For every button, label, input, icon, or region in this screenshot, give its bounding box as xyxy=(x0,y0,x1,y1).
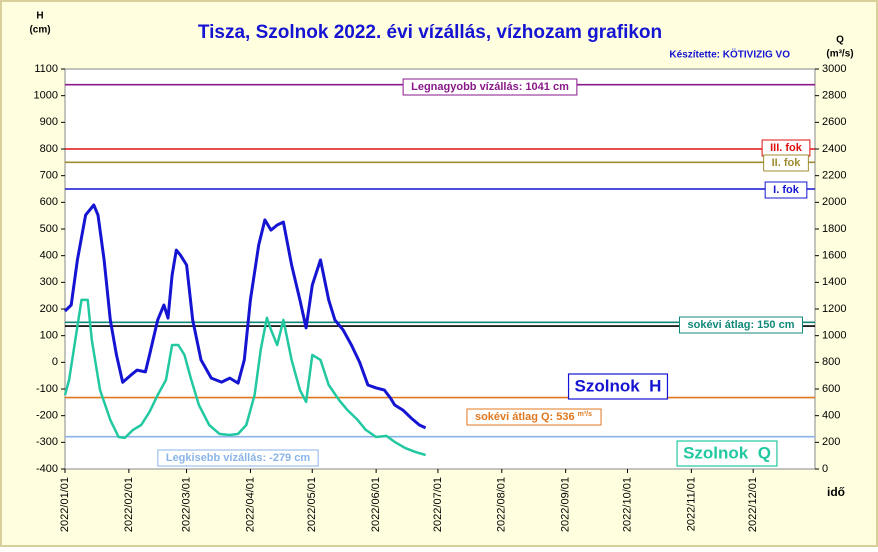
y2-tick-label: 0 xyxy=(822,463,828,475)
x-tick-label: 2022/10/01 xyxy=(621,477,633,532)
y-tick-label: 200 xyxy=(40,303,58,315)
y-tick-label: 1000 xyxy=(34,90,58,102)
x-tick-label: 2022/12/01 xyxy=(747,477,759,532)
label-box xyxy=(402,78,578,96)
x-tick-label: 2022/04/01 xyxy=(244,477,256,532)
y2-tick-label: 1000 xyxy=(822,330,846,342)
y2-tick-label: 1400 xyxy=(822,276,846,288)
reference-label: sokévi átlag Q: 536 m³/s xyxy=(466,408,602,426)
reference-label-text: sokévi átlag Q: 536 xyxy=(475,411,575,423)
label-box xyxy=(764,181,808,199)
y2-tick-label: 400 xyxy=(822,410,840,422)
x-tick-label: 2022/09/01 xyxy=(560,477,572,532)
subtitle: Készítette: KÖTIVIZIG VO xyxy=(669,48,790,61)
x-tick-label: 2022/03/01 xyxy=(180,477,192,532)
x-tick-label: 2022/06/01 xyxy=(370,477,382,532)
y2-tick-label: 2800 xyxy=(822,90,846,102)
y2-tick-label: 3000 xyxy=(822,63,846,75)
reference-label: I. fok xyxy=(764,181,808,199)
y-tick-label: -300 xyxy=(36,436,58,448)
label-box xyxy=(678,316,804,334)
y-tick-label: 100 xyxy=(40,330,58,342)
y-tick-label: 400 xyxy=(40,250,58,262)
x-axis-label: idő xyxy=(827,485,845,499)
plot-area xyxy=(64,68,816,470)
label-box xyxy=(763,154,809,172)
reference-label: II. fok xyxy=(763,154,809,172)
y-tick-label: 500 xyxy=(40,223,58,235)
label-box xyxy=(157,449,319,467)
reference-label-unit: m³/s xyxy=(578,411,593,418)
reference-label-text: II. fok xyxy=(772,157,802,169)
reference-label: sokévi átlag: 150 cm xyxy=(678,316,804,334)
x-tick-label: 2022/02/01 xyxy=(123,477,135,532)
y2-axis-label: (m³/s) xyxy=(826,49,853,60)
x-tick-label: 2022/01/01 xyxy=(59,477,71,532)
label-box xyxy=(466,408,602,426)
y2-tick-label: 1800 xyxy=(822,223,846,235)
y2-tick-label: 2200 xyxy=(822,170,846,182)
reference-label-text: Legkisebb vízállás: -279 cm xyxy=(166,452,311,464)
y2-tick-label: 1200 xyxy=(822,303,846,315)
x-tick-label: 2022/11/01 xyxy=(685,477,697,531)
y-axis-label: H xyxy=(36,11,43,22)
x-tick-label: 2022/05/01 xyxy=(306,477,318,532)
y-tick-label: 800 xyxy=(40,143,58,155)
x-tick-label: 2022/08/01 xyxy=(496,477,508,532)
y2-axis-label: Q xyxy=(836,35,844,46)
reference-label: III. fok xyxy=(761,139,811,157)
y-tick-label: -400 xyxy=(36,463,58,475)
y2-tick-label: 200 xyxy=(822,436,840,448)
legend-box xyxy=(676,440,778,467)
y-tick-label: 1100 xyxy=(34,63,58,75)
y2-tick-label: 1600 xyxy=(822,250,846,262)
y2-tick-label: 2400 xyxy=(822,143,846,155)
y2-tick-label: 800 xyxy=(822,356,840,368)
x-tick-label: 2022/07/01 xyxy=(432,477,444,532)
reference-label-text: Legnagyobb vízállás: 1041 cm xyxy=(411,81,569,93)
legend-label: Szolnok Q xyxy=(683,443,771,462)
y-tick-label: -200 xyxy=(36,410,58,422)
y-tick-label: -100 xyxy=(36,383,58,395)
reference-label: Legnagyobb vízállás: 1041 cm xyxy=(402,78,578,96)
data-line xyxy=(63,298,426,457)
y2-tick-label: 600 xyxy=(822,383,840,395)
y-tick-label: 300 xyxy=(40,276,58,288)
y2-tick-label: 2600 xyxy=(822,116,846,128)
legend-label: Szolnok H xyxy=(575,376,662,395)
y-tick-label: 600 xyxy=(40,196,58,208)
reference-label-text: III. fok xyxy=(770,142,803,154)
legend-box xyxy=(567,373,669,400)
y-axis-label: (cm) xyxy=(29,25,50,36)
y2-tick-label: 2000 xyxy=(822,196,846,208)
reference-label-text: I. fok xyxy=(773,184,800,196)
reference-label: Legkisebb vízállás: -279 cm xyxy=(157,449,319,467)
reference-label-text: sokévi átlag: 150 cm xyxy=(687,319,794,331)
y-tick-label: 700 xyxy=(40,170,58,182)
y-tick-label: 900 xyxy=(40,116,58,128)
y-tick-label: 0 xyxy=(52,356,58,368)
data-line xyxy=(63,203,427,430)
chart-title: Tisza, Szolnok 2022. évi vízállás, vízho… xyxy=(198,22,662,43)
